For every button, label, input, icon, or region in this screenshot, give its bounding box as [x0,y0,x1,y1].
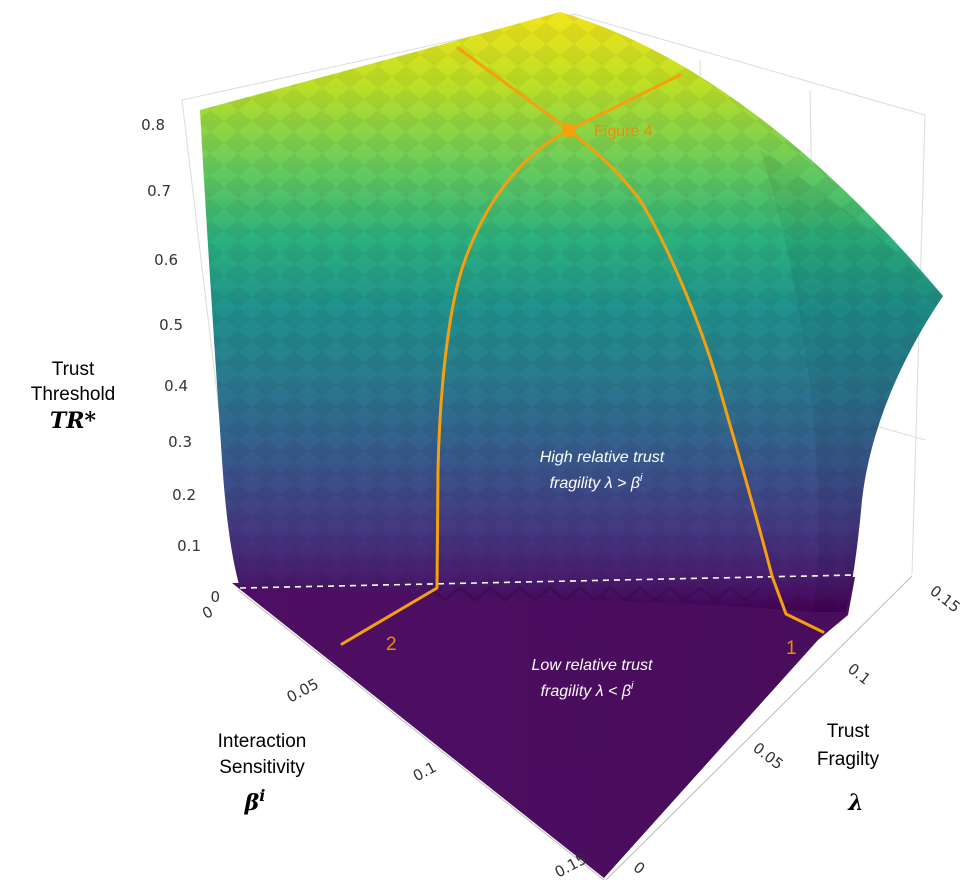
z-tick: 0 [210,588,220,606]
z-tick: 0.5 [159,316,183,334]
low-fragility-line1: Low relative trust [532,657,653,674]
z-tick: 0.7 [147,182,171,200]
lambda-axis-symbol: λ [847,790,863,816]
grid-edge-right [911,114,926,575]
lambda-axis-title-line1: Trust [827,721,870,742]
beta-axis: 0 0.05 0.1 0.15 Interaction Sensitivity … [199,589,605,881]
z-tick: 0.2 [172,486,196,504]
low-fragility-sup: i [631,680,634,692]
high-fragility-line2: fragility λ > βi [550,472,643,492]
z-tick: 0.8 [141,116,165,134]
z-tick: 0.6 [154,251,178,269]
z-tick: 0.4 [164,377,188,395]
lambda-tick: 0.05 [749,739,786,774]
curve-1-label: 1 [786,638,797,659]
z-axis-symbol: TR* [50,408,97,434]
curve-1 [456,46,825,634]
beta-axis-line [237,589,605,881]
lambda-tick: 0.1 [844,660,874,689]
surface-right-shade [760,150,943,612]
lambda-tick: 0.15 [926,582,963,617]
curves [340,46,825,646]
beta-axis-symbol: βi [244,786,266,816]
z-tick: 0.3 [168,433,192,451]
z-axis-title-line2: Threshold [31,384,116,405]
zero-boundary-dashed-line [239,574,856,589]
beta-axis-symbol-sup: i [259,786,265,805]
figure4-label: Figure 4 [594,123,653,140]
surface-texture [200,12,943,612]
beta-axis-title-line1: Interaction [218,731,307,752]
curve-2-label: 2 [386,634,397,655]
beta-tick: 0.05 [284,675,322,707]
floor-shade [232,577,855,878]
beta-tick: 0.1 [410,758,440,785]
lambda-axis-title-line2: Fragilty [817,749,880,770]
z-axis-title-line1: Trust [52,359,95,380]
curve-2 [340,73,682,646]
beta-axis-title-line2: Sensitivity [219,757,305,778]
annotations: High relative trust fragility λ > βi Low… [386,123,797,700]
z-axis: 0 0.1 0.2 0.3 0.4 0.5 0.6 0.7 0.8 Trust … [31,116,220,606]
grid-back-right-top [573,13,926,116]
figure4-marker [562,123,576,137]
high-fragility-sup: i [640,472,643,484]
surface-bottom-ripple [429,586,761,602]
z-tick: 0.1 [177,537,201,555]
lambda-tick: 0 [630,858,649,878]
lambda-axis-line [605,575,913,881]
low-fragility-line2: fragility λ < βi [541,680,634,700]
high-fragility-line1: High relative trust [540,449,665,466]
